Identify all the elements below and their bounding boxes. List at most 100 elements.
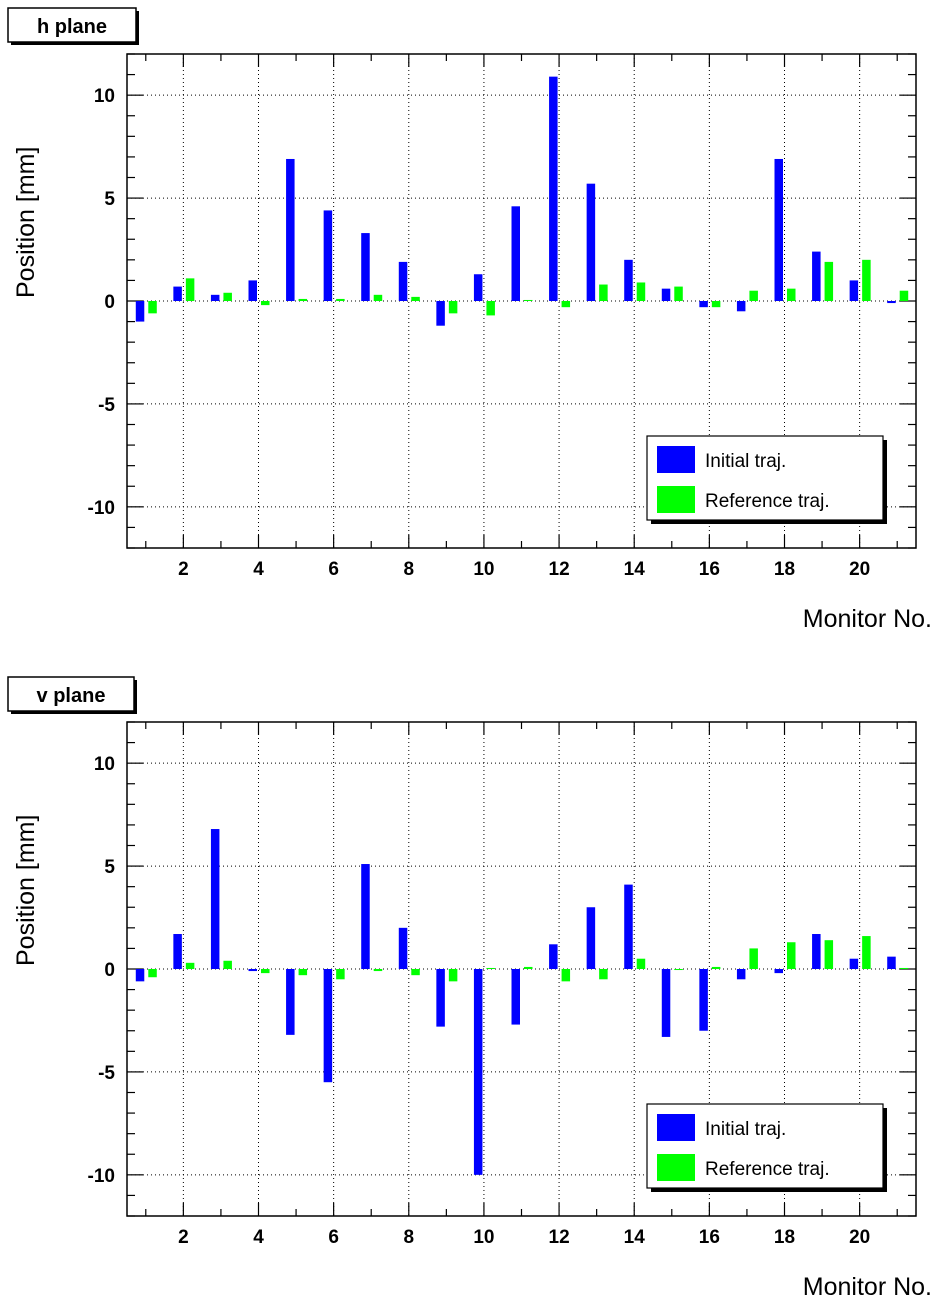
bar-reference-traj: [749, 290, 758, 301]
bar-reference-traj: [862, 259, 871, 301]
bar-reference-traj: [373, 294, 383, 301]
bar-initial-traj: [736, 301, 746, 312]
legend-swatch: [657, 486, 695, 513]
title-box: [7, 7, 137, 43]
legend-swatch: [657, 1114, 695, 1141]
bar-reference-traj: [599, 969, 608, 980]
bar-initial-traj: [699, 301, 708, 308]
bar-initial-traj: [286, 158, 295, 301]
x-tick-label: 12: [549, 559, 570, 580]
bar-reference-traj: [899, 967, 909, 969]
x-tick-label: 6: [328, 1227, 339, 1248]
bar-initial-traj: [135, 301, 145, 322]
x-tick-label: 12: [549, 1227, 570, 1248]
y-axis-title: Position [mm]: [12, 815, 40, 966]
legend-entry: Reference traj.: [705, 1159, 830, 1180]
bar-reference-traj: [824, 940, 834, 969]
x-tick-label: 18: [774, 559, 795, 580]
bar-initial-traj: [887, 301, 896, 304]
bar-reference-traj: [373, 969, 383, 972]
bar-initial-traj: [849, 280, 859, 301]
bar-initial-traj: [624, 884, 633, 969]
bar-initial-traj: [812, 934, 821, 969]
bar-reference-traj: [411, 969, 420, 976]
y-tick-label: -10: [88, 498, 115, 519]
bar-initial-traj: [173, 934, 182, 969]
bar-reference-traj: [261, 301, 270, 306]
bar-initial-traj: [248, 280, 257, 301]
bar-reference-traj: [524, 299, 533, 301]
x-tick-label: 18: [774, 1227, 795, 1248]
bar-initial-traj: [436, 969, 445, 1027]
bar-initial-traj: [774, 158, 783, 301]
bar-reference-traj: [674, 286, 683, 301]
x-tick-label: 8: [403, 559, 414, 580]
bar-reference-traj: [524, 966, 533, 969]
title-box: [7, 676, 135, 712]
bar-initial-traj: [586, 907, 596, 969]
bar-initial-traj: [286, 969, 295, 1035]
bar-initial-traj: [323, 969, 333, 1083]
y-tick-label: 5: [104, 189, 115, 210]
bar-reference-traj: [298, 969, 308, 976]
bar-initial-traj: [699, 969, 708, 1031]
bar-reference-traj: [711, 966, 721, 969]
y-tick-label: -5: [98, 395, 115, 416]
x-tick-label: 2: [178, 559, 189, 580]
y-tick-label: 10: [94, 86, 115, 107]
bar-reference-traj: [561, 969, 571, 982]
x-tick-label: 6: [328, 559, 339, 580]
legend: Initial traj. Reference traj.: [646, 435, 884, 521]
chart-panel-h: 2 4 6 8 10 12 14 16 18 20 -10 -5 0 5 10 Position [mm] Mo…: [7, 7, 932, 633]
bar-initial-traj: [549, 944, 558, 969]
bar-initial-traj: [398, 261, 408, 301]
bar-initial-traj: [511, 969, 520, 1025]
bar-initial-traj: [887, 956, 896, 969]
legend-entry: Initial traj.: [705, 451, 786, 472]
bar-reference-traj: [787, 942, 796, 969]
y-tick-label: 0: [104, 960, 115, 981]
panel-title: v plane: [37, 685, 106, 707]
bar-reference-traj: [411, 296, 420, 301]
bar-initial-traj: [624, 259, 633, 301]
bar-reference-traj: [148, 969, 157, 978]
bar-reference-traj: [185, 278, 195, 301]
x-tick-label: 4: [253, 559, 264, 580]
x-axis-title: Monitor No.: [803, 605, 932, 633]
bar-initial-traj: [586, 183, 596, 301]
bar-initial-traj: [849, 958, 859, 969]
bar-reference-traj: [674, 969, 683, 971]
bar-reference-traj: [336, 298, 345, 301]
bar-initial-traj: [473, 274, 483, 301]
x-tick-label: 14: [624, 1227, 646, 1248]
bar-reference-traj: [298, 298, 308, 301]
bar-initial-traj: [361, 233, 370, 301]
bar-initial-traj: [173, 286, 182, 301]
x-tick-label: 16: [699, 1227, 720, 1248]
bar-initial-traj: [135, 969, 145, 982]
bar-initial-traj: [323, 210, 333, 301]
bar-reference-traj: [148, 301, 157, 314]
bar-reference-traj: [749, 948, 758, 969]
legend-swatch: [657, 1154, 695, 1181]
chart-panel-v: 2 4 6 8 10 12 14 16 18 20 -10 -5 0 5 10 Position [mm] Mo…: [7, 676, 932, 1301]
x-axis-title: Monitor No.: [803, 1273, 932, 1301]
bar-reference-traj: [486, 301, 495, 316]
bar-initial-traj: [661, 969, 671, 1037]
y-tick-label: 5: [104, 857, 115, 878]
bar-initial-traj: [736, 969, 746, 980]
bar-initial-traj: [774, 969, 783, 974]
x-tick-label: 10: [473, 1227, 494, 1248]
x-tick-label: 16: [699, 559, 720, 580]
y-tick-label: 10: [94, 754, 115, 775]
x-tick-label: 14: [624, 559, 646, 580]
bar-reference-traj: [787, 288, 796, 301]
x-tick-label: 10: [473, 559, 494, 580]
legend: Initial traj. Reference traj.: [646, 1103, 884, 1189]
bar-reference-traj: [862, 936, 871, 969]
bar-initial-traj: [473, 969, 483, 1175]
bar-reference-traj: [636, 282, 646, 301]
bar-initial-traj: [812, 251, 821, 301]
legend-entry: Reference traj.: [705, 491, 830, 512]
bar-reference-traj: [824, 261, 834, 301]
